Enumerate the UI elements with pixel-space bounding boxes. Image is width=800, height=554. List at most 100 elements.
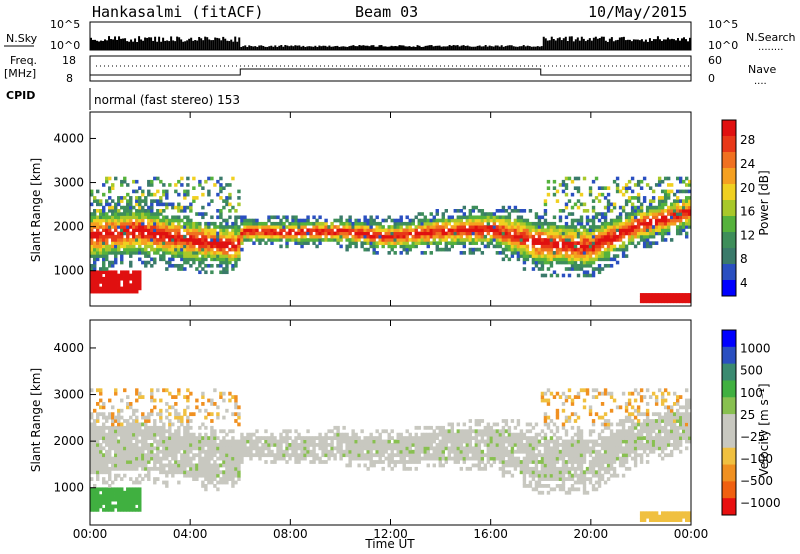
noise-bar xyxy=(536,46,539,50)
power-cell xyxy=(120,270,124,275)
power-cell xyxy=(618,231,623,236)
power-cell xyxy=(144,209,148,213)
power-cell xyxy=(216,238,220,242)
noise-bar xyxy=(604,40,607,50)
power-cell xyxy=(684,221,689,226)
power-cell xyxy=(678,221,683,226)
power-cell xyxy=(93,241,97,245)
velocity-cell xyxy=(240,439,244,444)
power-cell xyxy=(99,212,103,216)
velocity-cell xyxy=(225,446,229,451)
power-cell xyxy=(645,221,650,226)
velocity-cell xyxy=(102,429,106,434)
velocity-cell xyxy=(447,432,451,437)
power-cell xyxy=(126,202,130,207)
power-cell xyxy=(171,205,175,210)
velocity-cell xyxy=(135,460,139,464)
power-cell xyxy=(660,215,665,220)
velocity-cell xyxy=(555,412,560,417)
power-cell xyxy=(588,251,593,255)
power-cell xyxy=(159,212,163,216)
power-cell xyxy=(684,209,689,213)
velocity-cell xyxy=(213,466,217,471)
power-cell xyxy=(657,218,662,223)
velocity-cell xyxy=(543,432,548,437)
velocity-cell xyxy=(114,473,118,478)
power-cell xyxy=(192,231,196,236)
power-cell xyxy=(312,238,316,242)
power-cell xyxy=(204,221,208,226)
velocity-cell xyxy=(270,443,274,447)
noise-bar xyxy=(240,46,243,50)
power-cell xyxy=(582,209,587,213)
velocity-cell xyxy=(234,443,238,447)
velocity-cell xyxy=(123,463,127,468)
power-cell xyxy=(324,225,328,229)
power-cell xyxy=(117,231,121,236)
velocity-cell xyxy=(525,466,530,471)
velocity-cell xyxy=(354,432,358,437)
power-cell xyxy=(216,254,220,258)
velocity-cell xyxy=(402,436,406,440)
power-cell xyxy=(534,251,539,255)
velocity-cell xyxy=(531,456,536,461)
velocity-cell xyxy=(174,463,178,468)
power-cell xyxy=(120,244,124,249)
velocity-cell xyxy=(126,402,130,406)
velocity-cell xyxy=(219,449,223,454)
power-cell xyxy=(648,199,653,203)
power-cell xyxy=(234,251,238,255)
power-cell xyxy=(462,241,467,245)
velocity-cell xyxy=(384,456,388,461)
noise-bar xyxy=(254,46,257,50)
velocity-cell xyxy=(186,422,190,427)
power-cell xyxy=(384,241,388,245)
power-cell xyxy=(198,263,202,268)
velocity-cell xyxy=(399,453,403,458)
velocity-cell xyxy=(549,466,554,471)
power-cell xyxy=(558,234,563,239)
power-cell xyxy=(93,244,97,249)
power-cell xyxy=(201,212,205,216)
power-cell xyxy=(543,221,548,226)
power-cell xyxy=(330,225,334,229)
velocity-cell xyxy=(513,436,518,440)
power-cell xyxy=(513,251,518,255)
velocity-cell xyxy=(129,453,133,458)
velocity-cell xyxy=(309,436,313,440)
power-cell xyxy=(165,241,169,245)
power-cell xyxy=(231,244,235,249)
power-cell xyxy=(102,225,106,229)
velocity-cell xyxy=(537,439,542,444)
power-cell xyxy=(312,221,316,226)
power-cell xyxy=(183,257,187,262)
power-cell xyxy=(570,218,575,223)
power-cell xyxy=(204,228,208,233)
velocity-cell xyxy=(102,470,106,475)
velocity-cell xyxy=(501,473,506,478)
noise-bar xyxy=(168,41,171,50)
power-cell xyxy=(627,179,632,184)
velocity-cell xyxy=(177,388,181,393)
power-cell xyxy=(516,228,521,233)
velocity-cell xyxy=(249,446,253,451)
power-cell xyxy=(531,260,536,265)
velocity-cell xyxy=(99,446,103,451)
velocity-cell xyxy=(354,449,358,454)
velocity-cell xyxy=(213,446,217,451)
velocity-cell xyxy=(462,449,467,454)
power-cell xyxy=(630,218,635,223)
power-cell xyxy=(213,238,217,242)
power-cell xyxy=(480,231,485,236)
power-cell xyxy=(588,234,593,239)
noise-right-legend: ........ xyxy=(758,42,783,53)
velocity-cell xyxy=(492,439,497,444)
power-cell xyxy=(450,234,454,239)
power-cell xyxy=(276,215,280,220)
velocity-cell xyxy=(126,432,130,437)
noise-bar xyxy=(302,45,305,50)
power-cell xyxy=(369,225,373,229)
velocity-cell xyxy=(213,429,217,434)
velocity-cell xyxy=(282,453,286,458)
power-cell xyxy=(582,202,587,207)
